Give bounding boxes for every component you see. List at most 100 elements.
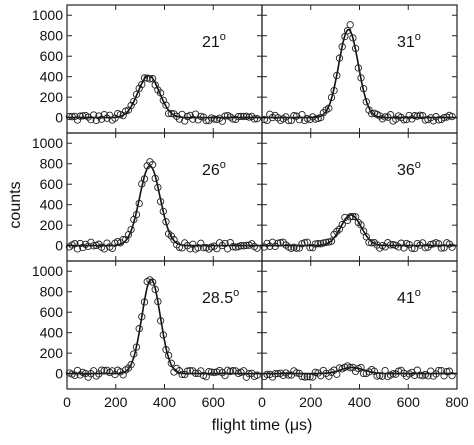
data-point xyxy=(221,112,229,120)
y-tick-label: 800 xyxy=(40,156,64,172)
data-point xyxy=(253,115,261,123)
data-point xyxy=(156,197,165,206)
data-point xyxy=(76,371,84,379)
data-point xyxy=(298,372,306,381)
data-point xyxy=(240,242,248,250)
data-point xyxy=(290,112,298,120)
data-point xyxy=(108,367,116,375)
data-point xyxy=(146,75,154,83)
data-point xyxy=(237,242,245,250)
panel-5: 0 200 400 600 800 41o xyxy=(258,260,469,410)
data-point xyxy=(207,368,216,376)
data-point xyxy=(343,27,352,35)
data-point xyxy=(151,174,159,183)
angle-label: 21o xyxy=(202,31,226,51)
data-point xyxy=(413,366,421,374)
data-point xyxy=(197,112,205,121)
data-point xyxy=(314,240,322,248)
fit-line xyxy=(262,28,457,119)
data-point xyxy=(301,239,309,247)
data-point xyxy=(292,244,301,252)
data-point xyxy=(408,244,416,252)
data-point xyxy=(443,368,451,376)
data-point xyxy=(215,239,224,247)
data-point xyxy=(306,115,314,124)
data-point xyxy=(359,85,368,93)
data-point xyxy=(429,372,438,380)
data-point xyxy=(386,241,395,249)
data-point xyxy=(271,370,279,378)
y-tick-label: 200 xyxy=(40,89,64,105)
data-point xyxy=(306,373,314,381)
data-point xyxy=(400,116,408,124)
x-tick-label: 800 xyxy=(445,394,469,410)
data-point xyxy=(394,243,403,251)
data-point xyxy=(242,241,251,250)
y-tick-label: 400 xyxy=(40,69,64,85)
data-point xyxy=(349,34,357,42)
data-point xyxy=(346,364,354,372)
data-point xyxy=(148,75,157,83)
data-point xyxy=(327,93,336,102)
angle-label: 31o xyxy=(397,31,421,51)
data-point xyxy=(175,243,184,251)
data-point xyxy=(65,112,74,121)
x-axis-label: flight time (μs) xyxy=(212,417,313,434)
data-point xyxy=(341,32,349,41)
y-tick-label: 1000 xyxy=(32,7,63,23)
data-point xyxy=(351,213,360,221)
data-point xyxy=(386,111,395,119)
data-point xyxy=(298,110,306,119)
data-point xyxy=(173,241,181,249)
y-tick-label: 600 xyxy=(40,176,64,192)
data-point xyxy=(183,367,192,375)
data-point xyxy=(448,371,456,380)
data-point xyxy=(301,373,309,381)
data-point xyxy=(148,161,157,169)
data-point xyxy=(333,370,341,378)
data-point xyxy=(76,112,84,120)
y-tick-label: 200 xyxy=(40,217,64,233)
data-point xyxy=(140,74,149,82)
data-point xyxy=(303,373,311,381)
data-point xyxy=(175,367,184,375)
y-tick-label: 600 xyxy=(40,48,64,64)
panel-3: 36o xyxy=(260,132,458,262)
data-point xyxy=(253,244,261,252)
y-tick-label: 0 xyxy=(55,238,63,254)
data-point xyxy=(284,116,293,125)
angle-label: 36o xyxy=(397,159,421,179)
data-point xyxy=(325,104,333,112)
y-tick-label: 600 xyxy=(40,304,64,320)
data-point xyxy=(156,89,165,97)
data-point xyxy=(338,220,346,229)
y-tick-label: 800 xyxy=(40,284,64,300)
y-tick-label: 800 xyxy=(40,28,64,44)
data-point xyxy=(103,239,111,247)
data-point xyxy=(132,90,141,99)
x-tick-label: 0 xyxy=(258,394,266,410)
data-point xyxy=(365,106,373,114)
data-point xyxy=(162,218,170,226)
data-point xyxy=(271,111,279,120)
data-point xyxy=(359,369,368,378)
x-tick-label: 600 xyxy=(202,394,226,410)
y-tick-label: 1000 xyxy=(32,263,63,279)
data-point xyxy=(234,112,243,121)
data-point xyxy=(373,372,381,380)
data-point xyxy=(346,21,354,29)
data-point xyxy=(92,372,100,380)
data-point xyxy=(154,297,162,306)
data-point xyxy=(199,244,208,252)
data-point xyxy=(130,97,138,106)
data-point xyxy=(284,371,293,379)
data-point xyxy=(132,343,141,351)
data-point xyxy=(346,213,354,221)
data-point xyxy=(127,225,135,234)
y-tick-label: 400 xyxy=(40,325,64,341)
data-point xyxy=(240,112,248,121)
data-point xyxy=(159,207,167,216)
data-point xyxy=(140,298,149,306)
data-point xyxy=(186,111,194,120)
